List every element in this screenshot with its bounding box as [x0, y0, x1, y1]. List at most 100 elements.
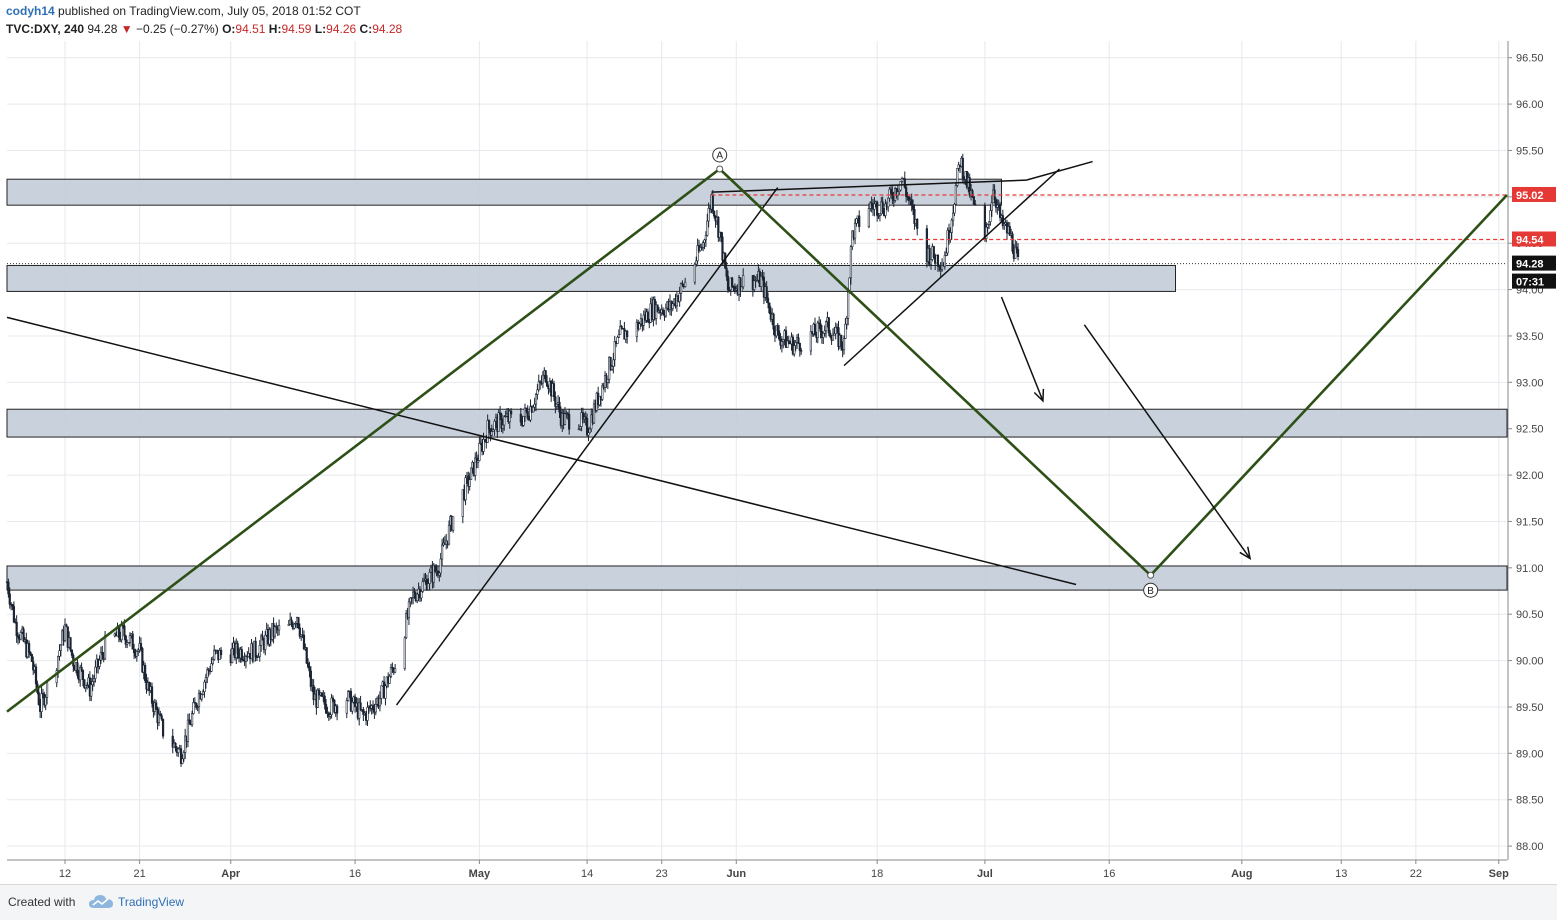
candle-body: [776, 325, 779, 332]
candle-body: [302, 634, 306, 650]
price-label-text: 94.54: [1516, 234, 1544, 246]
time-tick-label: Sep: [1489, 868, 1509, 880]
trend-line: [1026, 160, 1093, 181]
candle-body: [678, 293, 681, 302]
candle-body: [203, 681, 206, 692]
candle-body: [474, 457, 477, 476]
candle-body: [312, 685, 315, 701]
candle-body: [7, 581, 10, 595]
candle-body: [989, 210, 992, 223]
candle-body: [968, 177, 971, 196]
candle-body: [772, 313, 775, 330]
price-tick-label: 90.50: [1516, 609, 1544, 621]
candle-body: [324, 704, 328, 714]
candle-body: [219, 650, 223, 656]
candle-body: [876, 201, 879, 216]
publish-info: codyh14 published on TradingView.com, Ju…: [6, 4, 361, 18]
candle-body: [200, 694, 203, 700]
time-tick-label: 13: [1335, 868, 1347, 880]
candle-body: [275, 626, 278, 628]
candle-body: [703, 239, 706, 243]
candle-body: [29, 651, 32, 655]
candle-body: [996, 204, 999, 208]
candle-body: [626, 330, 629, 338]
candle-body: [475, 457, 478, 463]
candle-body: [101, 652, 104, 656]
price-tick-label: 92.00: [1516, 470, 1544, 482]
candle-body: [853, 223, 857, 239]
candle-body: [541, 374, 545, 384]
time-tick-label: Apr: [221, 868, 241, 880]
price-chart[interactable]: AB 88.0088.5089.0089.5090.0090.5091.0091…: [0, 40, 1557, 884]
candle-body: [351, 701, 354, 712]
candle-body: [98, 659, 101, 667]
candle-body: [30, 654, 33, 662]
candle-body: [522, 416, 525, 426]
candle-body: [971, 190, 974, 197]
candle-body: [813, 323, 817, 336]
candle-body: [57, 656, 60, 671]
candle-body: [635, 322, 638, 338]
candle-body: [929, 259, 933, 265]
author-link[interactable]: codyh14: [6, 4, 55, 18]
candle-body: [606, 378, 609, 383]
candle-body: [877, 215, 880, 217]
candle-body: [994, 199, 998, 208]
candle-body: [65, 624, 68, 628]
candle-body: [525, 407, 528, 412]
candle-body: [990, 202, 993, 211]
candle-body: [555, 403, 558, 407]
candlestick-series: [5, 153, 1020, 767]
candle-body: [293, 623, 296, 629]
candle-body: [320, 692, 324, 697]
candle-body: [943, 255, 946, 267]
candle-body: [190, 713, 194, 726]
candle-body: [490, 431, 493, 436]
candle-body: [503, 416, 506, 426]
time-tick-label: 23: [656, 868, 668, 880]
tradingview-cloud-icon[interactable]: [88, 894, 114, 910]
candle-body: [899, 181, 902, 191]
candle-body: [529, 406, 532, 421]
trend-line: [711, 179, 1027, 193]
candle-body: [699, 247, 702, 251]
candle-body: [121, 624, 125, 627]
candle-body: [761, 275, 764, 278]
candle-body: [945, 252, 948, 256]
candle-body: [452, 516, 455, 531]
candle-body: [128, 635, 132, 643]
candle-body: [986, 224, 989, 228]
candle-body: [84, 685, 87, 688]
candle-body: [405, 613, 408, 639]
candle-body: [725, 267, 728, 277]
candle-body: [487, 420, 491, 429]
tradingview-link[interactable]: TradingView: [118, 895, 185, 909]
candle-body: [554, 396, 557, 407]
time-tick-label: 18: [871, 868, 883, 880]
candle-body: [323, 695, 326, 705]
candle-body: [371, 705, 375, 710]
candle-body: [849, 246, 853, 279]
candle-body: [174, 742, 177, 749]
price-label-box: [1512, 186, 1556, 202]
candle-body: [366, 707, 369, 721]
candle-body: [428, 571, 431, 584]
candle-body: [707, 207, 710, 222]
wave-points: AB: [712, 147, 1159, 598]
candle-body: [949, 232, 952, 241]
candle-body: [558, 401, 561, 413]
projection-path: [6, 167, 1508, 713]
price-tick-label: 91.00: [1516, 563, 1544, 575]
candle-body: [59, 644, 62, 651]
candle-body: [950, 219, 953, 233]
candle-body: [264, 634, 267, 650]
candle-body: [155, 702, 158, 710]
candle-body: [37, 692, 40, 705]
candle-body: [765, 286, 768, 299]
arrow-line: [1000, 296, 1044, 402]
candle-body: [816, 322, 819, 338]
candle-body: [552, 383, 556, 397]
candle-body: [881, 201, 884, 213]
candle-body: [135, 651, 138, 657]
time-tick-label: 16: [349, 868, 361, 880]
